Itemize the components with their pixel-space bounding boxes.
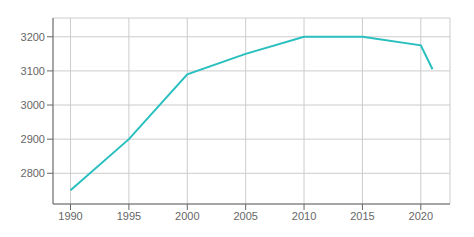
svg-text:3100: 3100 bbox=[21, 65, 45, 77]
svg-text:2005: 2005 bbox=[233, 210, 257, 222]
svg-text:3200: 3200 bbox=[21, 31, 45, 43]
svg-text:1990: 1990 bbox=[58, 210, 82, 222]
svg-text:2020: 2020 bbox=[409, 210, 433, 222]
svg-text:2000: 2000 bbox=[175, 210, 199, 222]
svg-text:2010: 2010 bbox=[292, 210, 316, 222]
svg-text:2900: 2900 bbox=[21, 133, 45, 145]
svg-text:3000: 3000 bbox=[21, 99, 45, 111]
svg-text:1995: 1995 bbox=[117, 210, 141, 222]
svg-text:2015: 2015 bbox=[350, 210, 374, 222]
svg-text:2800: 2800 bbox=[21, 167, 45, 179]
